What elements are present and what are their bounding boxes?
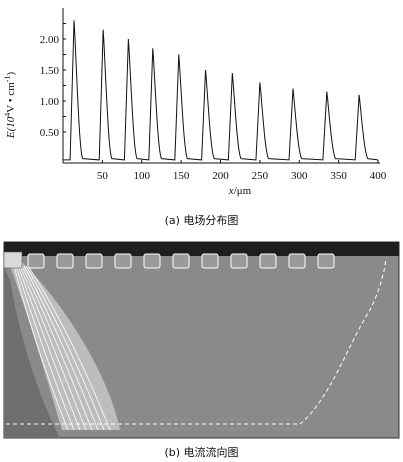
y-tick-label: 1.00 bbox=[40, 96, 60, 108]
current-flow-lines bbox=[13, 265, 111, 431]
flow-line bbox=[23, 265, 99, 431]
y-tick-label: 0.50 bbox=[40, 127, 60, 139]
figure-b-caption: (b) 电流流向图 bbox=[164, 446, 239, 459]
electrode-cell bbox=[288, 253, 306, 269]
y-tick-label: 2.00 bbox=[40, 34, 60, 46]
depletion-boundary-dashed bbox=[6, 257, 387, 425]
x-tick-label: 200 bbox=[212, 170, 229, 182]
left-dark-region bbox=[4, 268, 60, 438]
flow-line bbox=[21, 265, 93, 431]
x-tick-label: 150 bbox=[173, 170, 190, 182]
current-flow-simulation bbox=[3, 241, 400, 439]
x-axis-label: x/μm bbox=[228, 185, 252, 197]
y-axis-label-part-2: 4 bbox=[3, 113, 12, 117]
flow-line bbox=[25, 265, 105, 431]
flow-line bbox=[15, 265, 75, 431]
series-line-electric-field bbox=[63, 20, 379, 161]
electrode-cell bbox=[317, 253, 335, 269]
electric-field-chart: 0.50 1.00 1.50 2.00 50 100 150 200 250 300 350 400… bbox=[3, 8, 387, 197]
electrode-array bbox=[27, 253, 335, 269]
electrode-cell bbox=[85, 253, 103, 269]
y-axis-label-part-5: ) bbox=[5, 72, 17, 76]
x-tick-label: 50 bbox=[97, 170, 109, 182]
x-tick-label: 100 bbox=[134, 170, 151, 182]
flow-line bbox=[17, 265, 81, 431]
electrode-cell bbox=[27, 253, 45, 269]
contact-pad-left bbox=[3, 251, 23, 269]
flow-line bbox=[13, 265, 69, 431]
electrode-cell bbox=[56, 253, 74, 269]
y-tick-label: 1.50 bbox=[40, 65, 60, 77]
electrode-cell bbox=[259, 253, 277, 269]
x-tick-label: 250 bbox=[252, 170, 269, 182]
x-tick-label: 300 bbox=[291, 170, 308, 182]
y-axis-ticks: 0.50 1.00 1.50 2.00 bbox=[40, 23, 66, 139]
x-tick-label: 400 bbox=[370, 170, 387, 182]
top-electrode-bar bbox=[4, 242, 399, 256]
x-axis-label-var: x bbox=[228, 185, 234, 197]
y-axis-label: E(104V • cm-1) bbox=[3, 72, 17, 140]
electrode-cell bbox=[172, 253, 190, 269]
flow-line bbox=[19, 265, 87, 431]
electrode-cell bbox=[201, 253, 219, 269]
flow-line bbox=[27, 265, 111, 431]
y-axis-label-part-3: V • cm bbox=[5, 82, 17, 113]
electrode-cell bbox=[230, 253, 248, 269]
x-axis-label-unit: /μm bbox=[234, 185, 252, 197]
figure-a-caption: (a) 电场分布图 bbox=[164, 214, 239, 227]
electrode-cell bbox=[143, 253, 161, 269]
x-tick-label: 350 bbox=[330, 170, 347, 182]
electrode-cell bbox=[114, 253, 132, 269]
y-axis-label-part-4: -1 bbox=[3, 76, 12, 83]
y-axis-label-part-1: E(10 bbox=[5, 116, 17, 139]
